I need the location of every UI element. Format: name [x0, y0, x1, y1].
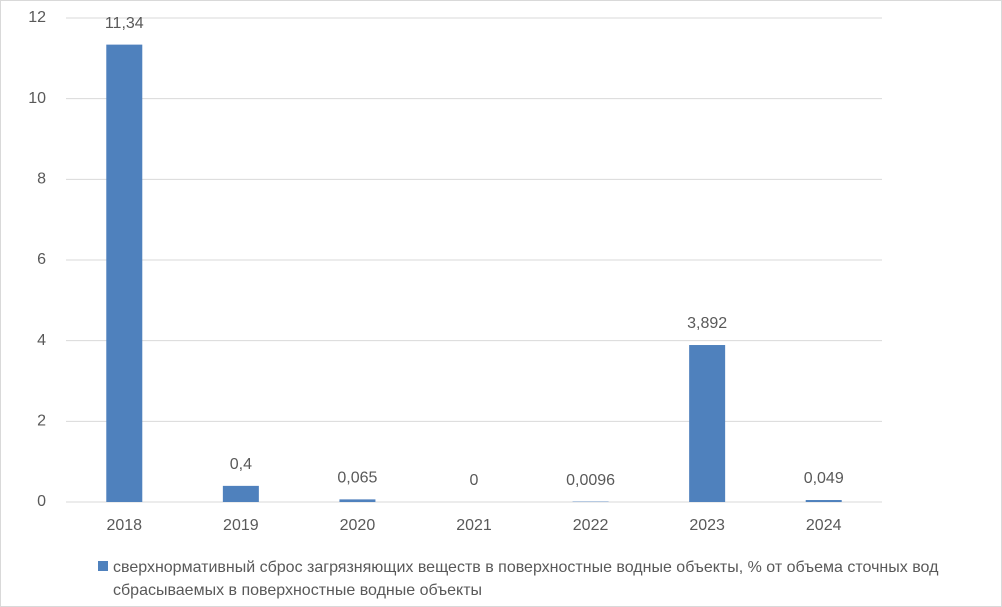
x-tick-label: 2022: [573, 517, 609, 534]
data-label: 3,892: [687, 315, 727, 332]
bar: [805, 500, 842, 502]
data-label: 0: [470, 472, 479, 489]
x-tick-label: 2020: [340, 517, 376, 534]
y-tick-label: 0: [37, 493, 46, 510]
legend-label: сверхнормативный сброс загрязняющих веще…: [113, 559, 939, 599]
y-tick-label: 10: [28, 90, 46, 107]
bar: [222, 485, 259, 502]
x-tick-label: 2018: [106, 517, 142, 534]
x-tick-label: 2024: [806, 517, 842, 534]
data-label: 0,065: [337, 470, 377, 487]
bar: [106, 44, 143, 503]
y-tick-label: 6: [37, 251, 46, 268]
data-label: 0,4: [230, 456, 252, 473]
y-tick-label: 12: [28, 9, 46, 26]
data-label: 0,0096: [566, 472, 615, 489]
legend-key: [98, 561, 108, 571]
bar: [689, 345, 726, 502]
y-tick-label: 8: [37, 171, 46, 188]
bar: [339, 499, 376, 502]
x-tick-label: 2023: [689, 517, 725, 534]
x-tick-label: 2021: [456, 517, 492, 534]
y-tick-label: 4: [37, 332, 46, 349]
y-tick-label: 2: [37, 413, 46, 430]
x-tick-label: 2019: [223, 517, 259, 534]
data-label: 0,049: [804, 470, 844, 487]
data-label: 11,34: [105, 15, 144, 32]
